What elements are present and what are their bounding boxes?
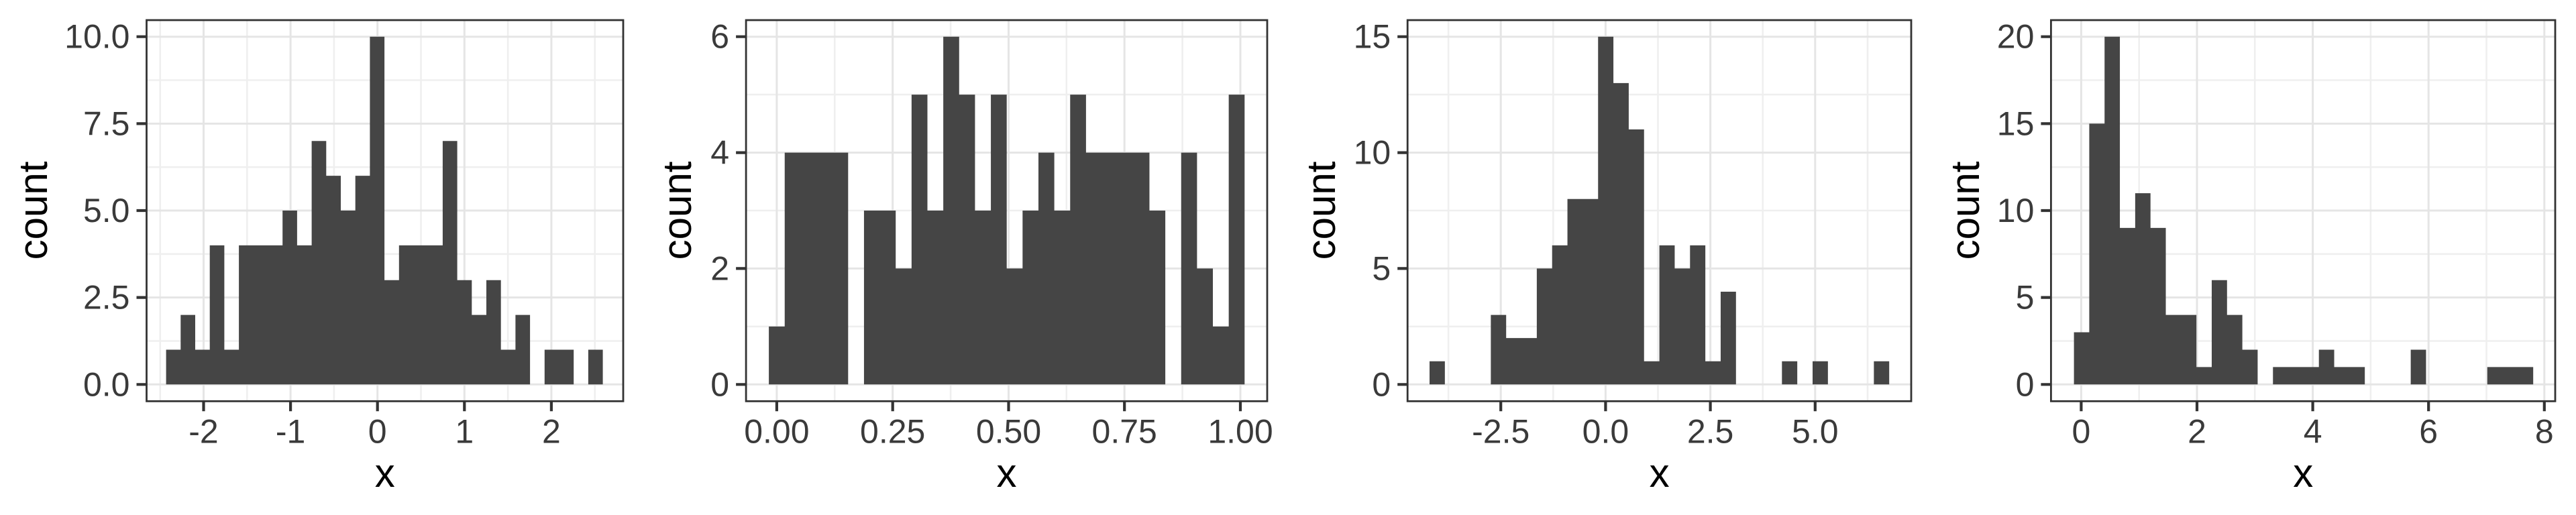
svg-text:2: 2 bbox=[2188, 413, 2206, 451]
svg-text:0: 0 bbox=[368, 413, 387, 451]
svg-text:x: x bbox=[997, 451, 1017, 496]
svg-text:x: x bbox=[2293, 451, 2313, 496]
svg-text:1: 1 bbox=[455, 413, 474, 451]
svg-text:15: 15 bbox=[1997, 105, 2035, 142]
svg-text:x: x bbox=[375, 451, 395, 496]
svg-text:7.5: 7.5 bbox=[83, 105, 130, 142]
svg-text:2.5: 2.5 bbox=[83, 279, 130, 317]
svg-text:8: 8 bbox=[2535, 413, 2554, 451]
svg-text:4: 4 bbox=[2304, 413, 2322, 451]
svg-text:0.00: 0.00 bbox=[744, 413, 809, 451]
svg-text:10: 10 bbox=[1354, 134, 1391, 172]
svg-text:count: count bbox=[1943, 161, 1988, 260]
svg-text:-1: -1 bbox=[276, 413, 305, 451]
svg-text:2.5: 2.5 bbox=[1687, 413, 1734, 451]
svg-text:10.0: 10.0 bbox=[64, 18, 129, 56]
svg-text:-2.5: -2.5 bbox=[1472, 413, 1529, 451]
svg-text:count: count bbox=[1299, 161, 1344, 260]
svg-text:-2: -2 bbox=[189, 413, 218, 451]
svg-text:count: count bbox=[655, 161, 700, 260]
svg-text:5: 5 bbox=[2016, 279, 2035, 317]
svg-text:5: 5 bbox=[1372, 249, 1391, 287]
svg-text:15: 15 bbox=[1354, 18, 1391, 56]
svg-text:0: 0 bbox=[710, 365, 729, 403]
svg-text:0: 0 bbox=[1372, 365, 1391, 403]
svg-text:0.25: 0.25 bbox=[860, 413, 925, 451]
svg-text:0: 0 bbox=[2016, 365, 2035, 403]
svg-text:6: 6 bbox=[710, 18, 729, 56]
svg-text:count: count bbox=[11, 161, 56, 260]
svg-text:x: x bbox=[1650, 451, 1670, 496]
svg-text:0.0: 0.0 bbox=[83, 365, 130, 403]
svg-text:2: 2 bbox=[542, 413, 561, 451]
svg-text:0.75: 0.75 bbox=[1092, 413, 1157, 451]
svg-text:10: 10 bbox=[1997, 192, 2035, 229]
svg-text:0: 0 bbox=[2072, 413, 2090, 451]
svg-text:2: 2 bbox=[710, 249, 729, 287]
svg-text:5.0: 5.0 bbox=[83, 192, 130, 229]
svg-text:5.0: 5.0 bbox=[1792, 413, 1839, 451]
svg-text:6: 6 bbox=[2419, 413, 2438, 451]
svg-text:0.50: 0.50 bbox=[976, 413, 1041, 451]
svg-text:1.00: 1.00 bbox=[1208, 413, 1273, 451]
svg-text:20: 20 bbox=[1997, 18, 2035, 56]
svg-text:4: 4 bbox=[710, 134, 729, 172]
svg-text:0.0: 0.0 bbox=[1582, 413, 1629, 451]
